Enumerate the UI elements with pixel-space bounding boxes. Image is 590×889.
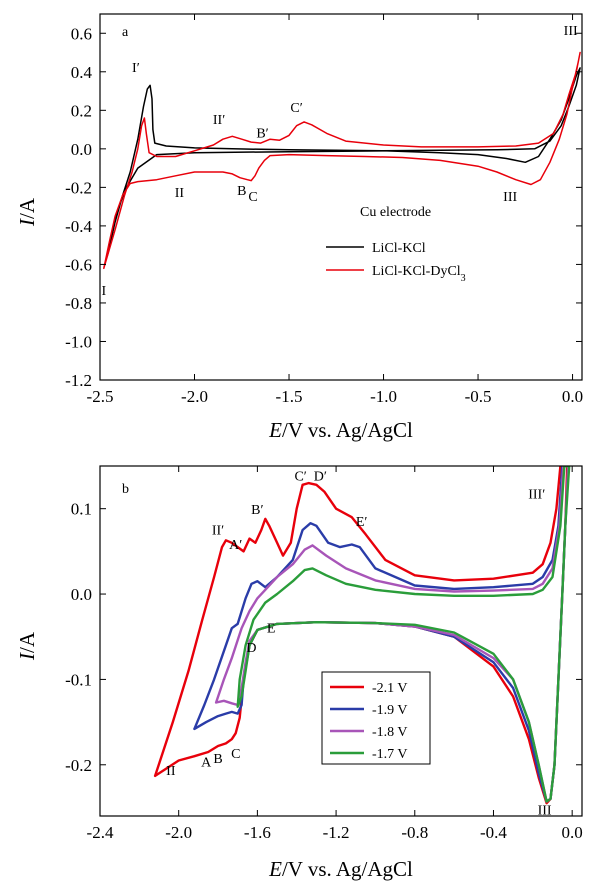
panel-a-annotation: II: [175, 186, 185, 201]
panel-a-ytick-label: -0.6: [65, 255, 92, 274]
panel-b-annotation: A: [201, 755, 212, 770]
panel-a-ytick-label: 0.0: [71, 140, 92, 159]
panel-a-xtick-label: -2.0: [181, 387, 208, 406]
panel-b-legend-label: -2.1 V: [372, 681, 408, 696]
panel-a-annotation: I′: [132, 61, 140, 76]
panel-a-annotation: III: [564, 24, 578, 39]
panel-b-xtick-label: -1.6: [244, 823, 271, 842]
panel-b-xtick-label: -0.4: [480, 823, 507, 842]
panel-a-xtick-label: -1.0: [370, 387, 397, 406]
legend-label-licl-kcl: LiCl-KCl: [372, 241, 426, 256]
panel-b-annotation: E′: [356, 515, 368, 530]
panel-a-ytick-label: 0.6: [71, 24, 92, 43]
panel-b-annotation: B: [213, 752, 222, 767]
panel-a-xtick-label: 0.0: [562, 387, 583, 406]
panel-b-annotation: C′: [294, 470, 306, 485]
panel-b-xtick-label: -2.0: [165, 823, 192, 842]
panel-a-annotation: I: [101, 284, 106, 299]
panel-b-legend-label: -1.9 V: [372, 703, 408, 718]
panel-a-xtick-label: -2.5: [87, 387, 114, 406]
panel-a-ytick-label: -0.4: [65, 217, 92, 236]
panel-b-xtick-label: -2.4: [87, 823, 114, 842]
panel-b-annotation: III′: [528, 487, 545, 502]
panel-a-ytick-label: -0.2: [65, 178, 92, 197]
panel-a-ylabel: I/A: [15, 197, 39, 227]
panel-b-annotation: II: [166, 764, 176, 779]
panel-a-xtick-label: -0.5: [465, 387, 492, 406]
panel-a-series-0-line: [106, 67, 581, 256]
panel-a-curves: [103, 51, 581, 270]
panel-b-frame: [99, 465, 583, 817]
panel-a-ytick-label: -1.2: [65, 371, 92, 390]
panel-b-xtick-label: -1.2: [323, 823, 350, 842]
panel-b-ylabel: I/A: [15, 631, 39, 661]
panel-b-legend-label: -1.7 V: [372, 747, 408, 762]
panel-b-curves: [153, 466, 571, 805]
panel-b-series-3-line: [236, 466, 571, 803]
panel-a-frame: [99, 13, 583, 381]
legend-title-a: Cu electrode: [360, 205, 431, 220]
panel-a-ytick-label: -0.8: [65, 294, 92, 313]
panel-b-annotation: A′: [229, 538, 242, 553]
panel-b-ytick-label: 0.0: [71, 585, 92, 604]
panel-b-annotation: D: [246, 641, 256, 656]
panel-b-axes: -2.4 -2.0 -1.6 -1.2 -0.8 -0.4 0.0 0.1 0.0 -0.1 -0.…: [65, 466, 583, 842]
panel-a-annotation: B′: [256, 126, 268, 141]
panel-b-xlabel: E/V vs. Ag/AgCl: [268, 857, 413, 881]
panel-a-xlabel: E/V vs. Ag/AgCl: [268, 418, 413, 442]
panel-a-ytick-label: 0.4: [71, 63, 93, 82]
panel-b-annotation: II′: [212, 523, 224, 538]
panel-b-ytick-label: -0.1: [65, 670, 92, 689]
panel-a: I/A -2.5 -2.0 -1.5 -1.0 -0.5 0.00.60.40.20.0-…: [15, 13, 583, 442]
panel-b-annotation: D′: [314, 470, 327, 485]
panel-a-legend: Cu electrode LiCl-KCl LiCl-KCl-DyCl3: [326, 205, 466, 284]
panel-b: I/A -2.4 -2.0 -1.6 -1.2 -0.8 -0.4 0.0 0.1 0.0 -0.…: [15, 465, 583, 881]
panel-b-annotation: III: [538, 803, 552, 818]
panel-a-ytick-label: -1.0: [65, 332, 92, 351]
panel-b-xtick-label: 0.0: [562, 823, 583, 842]
panel-a-ytick-label: 0.2: [71, 101, 92, 120]
panel-b-annotation: E: [267, 621, 276, 636]
panel-b-letter: b: [122, 482, 129, 497]
panel-b-ytick-label: -0.2: [65, 756, 92, 775]
panel-a-annotation: C′: [290, 101, 302, 116]
panel-b-annotation: C: [231, 747, 240, 762]
panel-a-annotation: III: [503, 190, 517, 205]
panel-a-series-1-line: [103, 51, 581, 270]
panel-b-annotation: B′: [251, 503, 263, 518]
panel-a-annotation: B: [237, 184, 246, 199]
panel-b-legend-label: -1.8 V: [372, 725, 408, 740]
panel-a-xtick-label: -1.5: [276, 387, 303, 406]
panel-b-legend: -2.1 V -1.9 V -1.8 V -1.7 V: [321, 671, 431, 765]
panel-a-annotation: II′: [213, 113, 225, 128]
panel-b-xtick-label: -0.8: [401, 823, 428, 842]
panel-a-letter: a: [122, 25, 129, 40]
legend-label-licl-kcl-dycl3: LiCl-KCl-DyCl3: [372, 264, 466, 284]
panel-b-ytick-label: 0.1: [71, 500, 92, 519]
panel-a-axes: -2.5 -2.0 -1.5 -1.0 -0.5 0.0 0.6 0.4 0.2 0.0 -0.2 -…: [65, 14, 583, 406]
panel-a-annotation: C: [248, 190, 257, 205]
